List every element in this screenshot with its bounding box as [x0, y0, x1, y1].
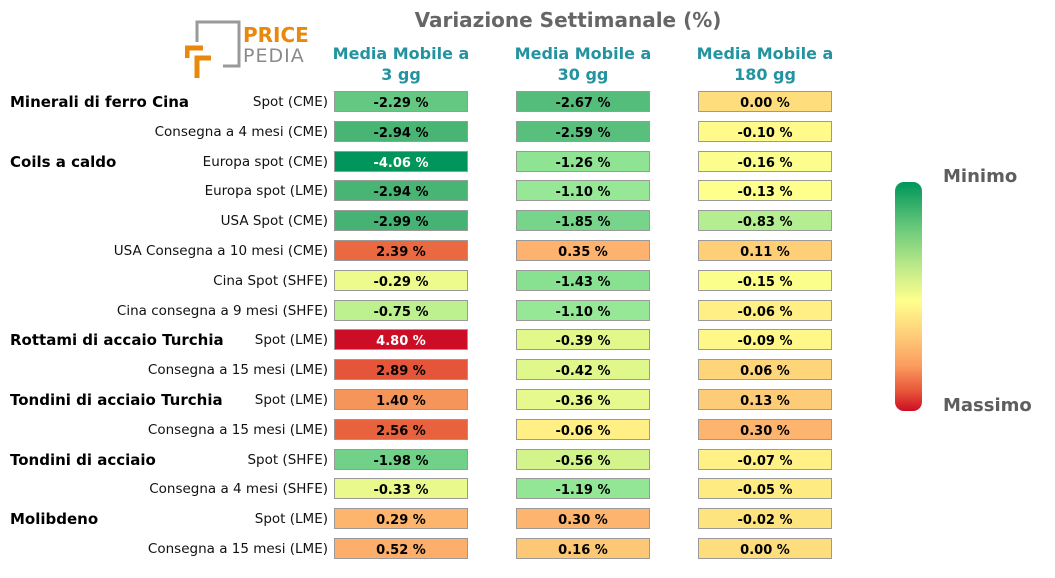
heatmap-cell: -0.39 % — [516, 329, 650, 351]
heatmap-cell: 4.80 % — [334, 329, 468, 351]
column-header-2: Media Mobile a 180 gg — [696, 44, 834, 84]
heatmap-cell: -0.29 % — [334, 269, 468, 291]
row-label: USA Spot (CME) — [220, 213, 328, 230]
row-label: Europa spot (CME) — [202, 153, 328, 170]
heatmap-cell: 0.30 % — [698, 418, 832, 440]
row-label: USA Consegna a 10 mesi (CME) — [113, 243, 328, 259]
heatmap-cell: 0.00 % — [698, 538, 832, 559]
logo-word-pedia: PEDIA — [243, 45, 305, 67]
group-label: Molibdeno — [10, 510, 99, 529]
heatmap-cell: -0.07 % — [698, 448, 832, 470]
row-label: Spot (CME) — [252, 94, 328, 110]
heatmap-cell: 2.56 % — [334, 418, 468, 440]
heatmap-cell: -1.26 % — [516, 150, 650, 172]
heatmap-cell: -2.29 % — [334, 91, 468, 112]
chart-title: Variazione Settimanale (%) — [414, 8, 722, 32]
heatmap-cell: -0.56 % — [516, 448, 650, 470]
heatmap-cell: -2.99 % — [334, 210, 468, 232]
heatmap-cell: -2.67 % — [516, 91, 650, 112]
heatmap-cell: -0.36 % — [516, 389, 650, 410]
row-label: Europa spot (LME) — [204, 183, 328, 200]
heatmap-cell: -0.10 % — [698, 120, 832, 142]
logo-mark-icon — [184, 20, 241, 78]
heatmap-cell: 2.89 % — [334, 359, 468, 381]
group-label: Rottami di accaio Turchia — [10, 331, 224, 350]
group-label: Tondini di acciaio — [10, 450, 156, 469]
group-label: Minerali di ferro Cina — [10, 93, 190, 111]
row-label: Spot (LME) — [254, 332, 328, 349]
heatmap-cell: 2.39 % — [334, 240, 468, 261]
row-label: Consegna a 15 mesi (LME) — [147, 541, 328, 557]
heatmap-cell: -0.16 % — [698, 150, 832, 172]
heatmap-cell: -0.83 % — [698, 210, 832, 232]
heatmap-cell: -4.06 % — [334, 150, 468, 172]
heatmap-cell: -2.94 % — [334, 180, 468, 202]
row-label: Spot (LME) — [254, 511, 328, 528]
heatmap-cell: 0.13 % — [698, 389, 832, 410]
heatmap-cell: 0.11 % — [698, 240, 832, 261]
color-scale-bar — [895, 182, 922, 411]
row-label: Consegna a 15 mesi (LME) — [147, 362, 328, 379]
row-label: Spot (LME) — [254, 392, 328, 408]
heatmap-cell: 0.00 % — [698, 91, 832, 112]
heatmap-cell: 0.35 % — [516, 240, 650, 261]
column-header-1: Media Mobile a 30 gg — [514, 44, 652, 84]
heatmap-cell: 0.52 % — [334, 538, 468, 559]
row-label: Cina consegna a 9 mesi (SHFE) — [116, 302, 328, 319]
heatmap-cell: -0.05 % — [698, 478, 832, 500]
logo-word-price: PRICE — [243, 23, 309, 47]
heatmap-cell: 0.29 % — [334, 508, 468, 530]
heatmap-cell: -0.06 % — [516, 418, 650, 440]
heatmap-cell: 0.16 % — [516, 538, 650, 559]
heatmap-cell: -1.19 % — [516, 478, 650, 500]
heatmap-cell: -1.85 % — [516, 210, 650, 232]
heatmap-cell: 0.06 % — [698, 359, 832, 381]
pricepedia-logo: PRICE PEDIA — [184, 20, 315, 80]
heatmap-cell: -0.02 % — [698, 508, 832, 530]
heatmap-cell: -0.09 % — [698, 329, 832, 351]
heatmap-cell: -0.75 % — [334, 299, 468, 321]
heatmap-cell: 1.40 % — [334, 389, 468, 410]
row-label: Spot (SHFE) — [247, 451, 328, 468]
row-label: Consegna a 4 mesi (CME) — [154, 123, 328, 140]
heatmap-cell: -2.59 % — [516, 120, 650, 142]
group-label: Tondini di acciaio Turchia — [10, 391, 223, 409]
heatmap-cell: 0.30 % — [516, 508, 650, 530]
heatmap-cell: -1.10 % — [516, 299, 650, 321]
heatmap-cell: -0.42 % — [516, 359, 650, 381]
legend-max-label: Massimo — [943, 395, 1032, 416]
heatmap-cell: -1.10 % — [516, 180, 650, 202]
heatmap-cell: -0.13 % — [698, 180, 832, 202]
row-label: Consegna a 15 mesi (LME) — [147, 421, 328, 438]
heatmap-cell: -0.15 % — [698, 269, 832, 291]
heatmap-cell: -1.98 % — [334, 448, 468, 470]
group-label: Coils a caldo — [10, 152, 117, 171]
legend-min-label: Minimo — [943, 166, 1018, 187]
heatmap-cell: -1.43 % — [516, 269, 650, 291]
heatmap-cell: -0.06 % — [698, 299, 832, 321]
heatmap-cell: -0.33 % — [334, 478, 468, 500]
heatmap-cell: -2.94 % — [334, 120, 468, 142]
row-label: Consegna a 4 mesi (SHFE) — [149, 481, 328, 498]
row-label: Cina Spot (SHFE) — [213, 272, 328, 289]
